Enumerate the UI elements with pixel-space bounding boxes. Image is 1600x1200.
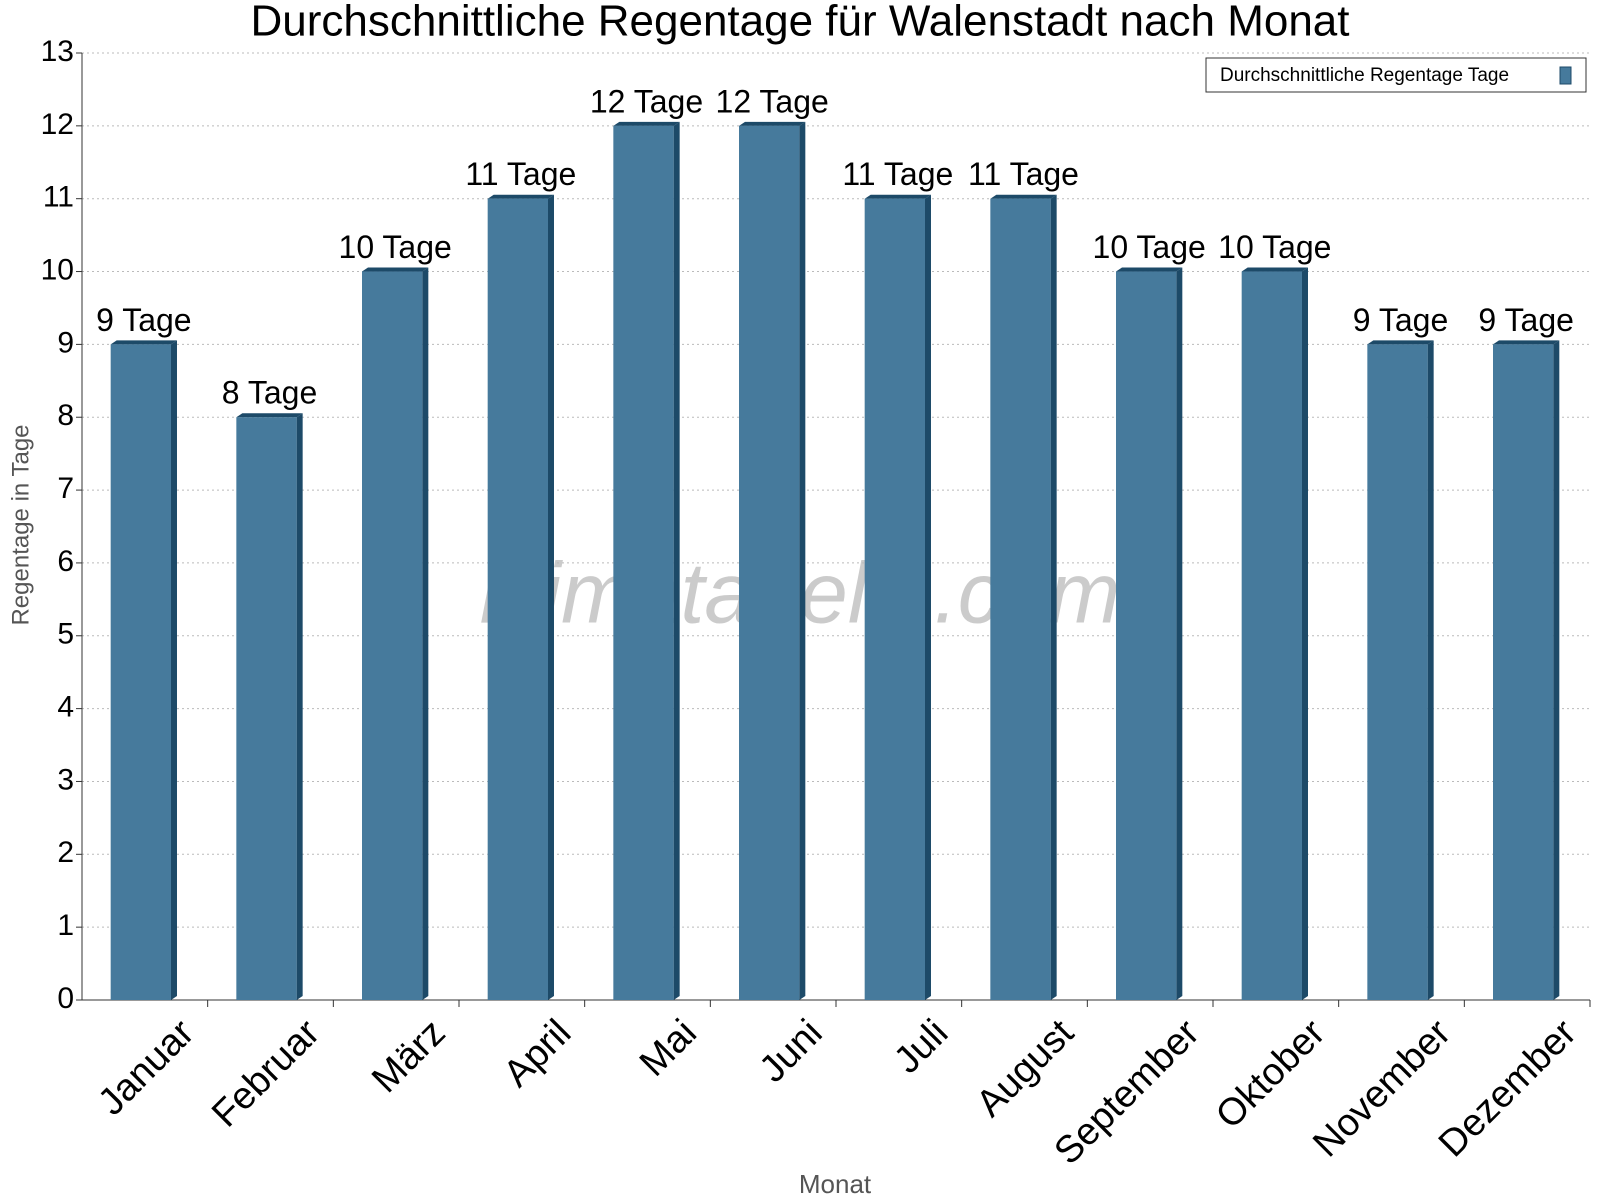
bar-top: [1367, 340, 1434, 345]
x-tick-label: Januar: [90, 1012, 202, 1124]
x-axis-title: Monat: [799, 1169, 872, 1199]
bar: [864, 194, 931, 1000]
x-tick-label: März: [364, 1012, 453, 1101]
bar-face: [1116, 271, 1177, 1000]
bar-side: [1050, 194, 1057, 1000]
x-tick-label: Juni: [752, 1012, 831, 1091]
bar-top: [613, 121, 680, 126]
bar-top: [1116, 267, 1183, 272]
bar: [1367, 340, 1434, 1000]
legend-swatch: [1559, 66, 1572, 85]
y-tick-label: 10: [41, 253, 74, 286]
bar-face: [362, 271, 423, 1000]
bar-top: [990, 194, 1057, 199]
bar: [613, 121, 680, 1001]
bar-top: [236, 413, 303, 418]
bar-side: [422, 267, 429, 1000]
bar-face: [613, 125, 674, 1001]
data-label: 9 Tage: [1478, 302, 1574, 338]
legend-label: Durchschnittliche Regentage Tage: [1220, 65, 1509, 86]
bar-face: [110, 344, 171, 1000]
y-tick-label: 4: [57, 691, 74, 724]
y-tick-label: 3: [57, 763, 74, 796]
x-tick-label: April: [496, 1012, 579, 1095]
bar-face: [864, 198, 925, 1000]
y-axis-title: Regentage in Tage: [7, 424, 34, 625]
data-label: 10 Tage: [339, 229, 452, 265]
x-tick-label: November: [1305, 1012, 1459, 1166]
bar-side: [547, 194, 554, 1000]
data-label: 11 Tage: [968, 156, 1079, 192]
y-tick-label: 11: [43, 181, 74, 214]
bar-face: [487, 198, 548, 1000]
bar-top: [110, 340, 177, 345]
bar-face: [1367, 344, 1428, 1000]
data-label: 12 Tage: [590, 83, 703, 119]
y-tick-label: 2: [57, 836, 74, 869]
y-tick-label: 8: [57, 399, 74, 432]
bar: [1493, 340, 1560, 1000]
y-tick-label: 1: [57, 909, 74, 942]
bar: [1116, 267, 1183, 1000]
data-label: 11 Tage: [465, 156, 576, 192]
bar-top: [487, 194, 554, 199]
bar: [362, 267, 429, 1000]
x-tick-label: Dezember: [1431, 1012, 1585, 1166]
bar-side: [296, 413, 303, 1000]
bar-side: [1301, 267, 1308, 1000]
bar-face: [1241, 271, 1302, 1000]
data-label: 9 Tage: [1353, 302, 1449, 338]
data-label: 12 Tage: [716, 83, 829, 119]
bar-side: [1176, 267, 1183, 1000]
bar-top: [864, 194, 931, 199]
bar: [1241, 267, 1308, 1000]
bar-top: [362, 267, 429, 272]
x-tick-label: August: [969, 1011, 1083, 1125]
bar-top: [1241, 267, 1308, 272]
bar-face: [236, 417, 297, 1000]
bar: [236, 413, 303, 1000]
y-tick-label: 6: [57, 545, 74, 578]
bar-face: [990, 198, 1051, 1000]
bar-side: [673, 121, 680, 1001]
data-label: 8 Tage: [222, 375, 318, 411]
bar-side: [924, 194, 931, 1000]
bar-top: [1493, 340, 1560, 345]
data-label: 9 Tage: [96, 302, 192, 338]
bar: [110, 340, 177, 1000]
bar-side: [1553, 340, 1560, 1000]
bar-side: [799, 121, 806, 1001]
x-tick-label: Mai: [632, 1012, 705, 1085]
y-tick-label: 7: [57, 472, 74, 505]
data-label: 11 Tage: [842, 156, 953, 192]
x-tick-label: Februar: [204, 1012, 328, 1136]
bar: [739, 121, 806, 1001]
data-label: 10 Tage: [1093, 229, 1206, 265]
x-tick-label: Oktober: [1208, 1012, 1334, 1138]
bar-side: [170, 340, 177, 1000]
y-tick-label: 13: [41, 35, 74, 68]
chart-title: Durchschnittliche Regentage für Walensta…: [251, 0, 1350, 46]
bar-face: [1493, 344, 1554, 1000]
bar: [487, 194, 554, 1000]
bar-face: [739, 125, 800, 1001]
legend-box: [1205, 57, 1587, 93]
bar-side: [1427, 340, 1434, 1000]
y-tick-label: 12: [41, 108, 74, 141]
y-tick-label: 9: [57, 326, 74, 359]
bar: [990, 194, 1057, 1000]
y-tick-label: 5: [57, 618, 74, 651]
bar-top: [739, 121, 806, 126]
y-tick-label: 0: [57, 982, 74, 1015]
x-tick-label: Juli: [886, 1012, 956, 1082]
data-label: 10 Tage: [1218, 229, 1331, 265]
